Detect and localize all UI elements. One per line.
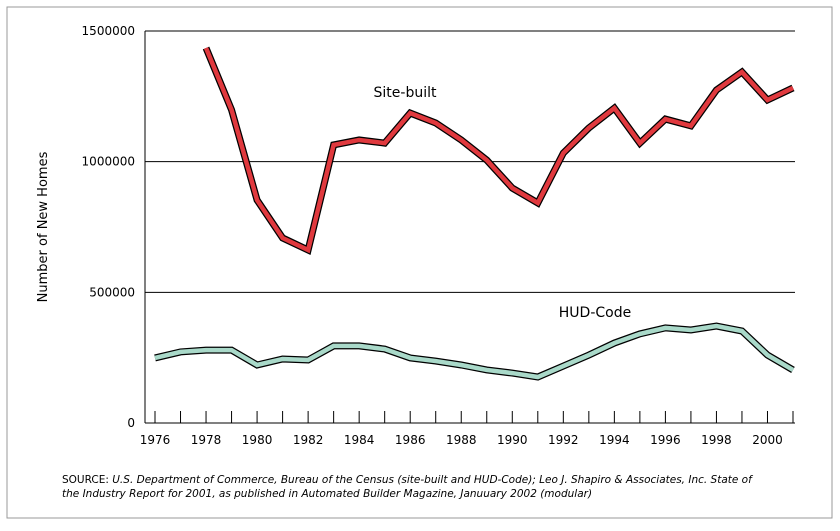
x-tick-label: 1976 [140, 433, 171, 447]
y-tick-label: 1500000 [82, 24, 135, 38]
source-line: U.S. Department of Commerce, Bureau of t… [112, 474, 754, 486]
series-outline [202, 46, 795, 255]
x-tick-label: 1984 [344, 433, 375, 447]
y-axis-label: Number of New Homes [36, 151, 51, 302]
series-line [154, 323, 795, 380]
source: SOURCE: U.S. Department of Commerce, Bur… [62, 474, 754, 486]
source-line: the Industry Report for 2001, as publish… [62, 488, 592, 500]
y-tick-label: 500000 [89, 285, 135, 299]
x-tick-label: 2000 [752, 433, 783, 447]
y-tick-label: 1000000 [82, 155, 135, 169]
x-tick-label: 1990 [497, 433, 528, 447]
series-label: Site-built [374, 85, 437, 101]
frame [6, 6, 833, 519]
series-line [203, 47, 794, 254]
x-tick-label: 1988 [446, 433, 477, 447]
source-label: SOURCE: [62, 474, 109, 486]
y-tick-label: 0 [127, 416, 135, 430]
x-tick-label: 1986 [395, 433, 426, 447]
x-tick-label: 1996 [650, 433, 681, 447]
x-tick-label: 1980 [242, 433, 273, 447]
series-label: HUD-Code [559, 305, 631, 321]
x-tick-label: 1978 [191, 433, 222, 447]
x-tick-label: 1994 [599, 433, 630, 447]
x-tick-label: 1982 [293, 433, 324, 447]
x-tick-label: 1998 [701, 433, 732, 447]
x-tick-label: 1992 [548, 433, 579, 447]
